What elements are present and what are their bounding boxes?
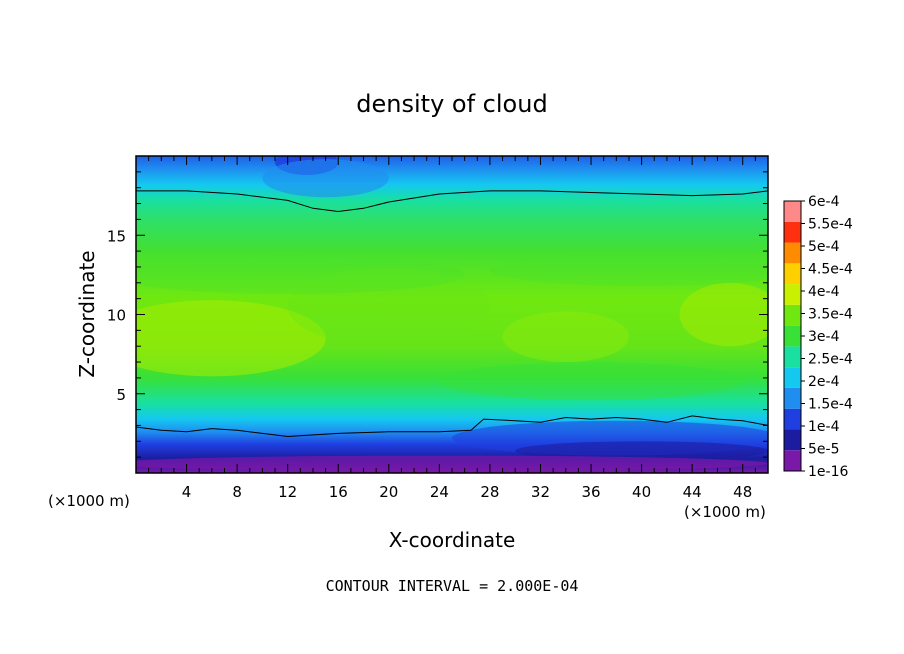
x-tick-label: 24 bbox=[430, 483, 449, 501]
colorbar-swatch bbox=[784, 263, 801, 285]
colorbar-label: 2e-4 bbox=[808, 374, 840, 390]
colorbar-label: 3.5e-4 bbox=[808, 307, 853, 323]
colorbar-swatch bbox=[784, 408, 801, 430]
colorbar-swatch bbox=[784, 284, 801, 305]
field-feature bbox=[136, 300, 326, 377]
field-feature bbox=[489, 254, 768, 286]
x-tick-label: 28 bbox=[480, 483, 499, 501]
y-axis-label: Z-coordinate bbox=[75, 250, 99, 377]
x-tick-label: 36 bbox=[581, 483, 600, 501]
colorbar-label: 1.5e-4 bbox=[808, 397, 853, 413]
colorbar-label: 1e-4 bbox=[808, 419, 840, 435]
x-unit-left: (×1000 m) bbox=[48, 492, 130, 510]
field-feature bbox=[287, 266, 490, 347]
field-feature bbox=[679, 282, 768, 347]
colorbar-label: 5.5e-4 bbox=[808, 217, 853, 233]
density-field-features bbox=[136, 156, 768, 472]
colorbar-swatch bbox=[784, 201, 801, 222]
colorbar-swatch bbox=[784, 346, 801, 368]
field-feature bbox=[502, 311, 629, 363]
colorbar-label: 5e-4 bbox=[808, 239, 840, 255]
x-tick-label: 48 bbox=[733, 483, 752, 501]
field-feature bbox=[262, 159, 389, 198]
contour-lines bbox=[136, 190, 768, 438]
colorbar-swatch bbox=[784, 387, 801, 409]
x-axis-label: X-coordinate bbox=[389, 528, 516, 552]
colorbar-label: 4.5e-4 bbox=[808, 262, 853, 278]
colorbar-label: 6e-4 bbox=[808, 194, 840, 210]
y-tick-label: 10 bbox=[107, 307, 126, 325]
colorbar-swatch bbox=[784, 242, 801, 264]
x-tick-label: 8 bbox=[232, 483, 242, 501]
plot-area bbox=[136, 156, 768, 473]
field-feature bbox=[136, 455, 768, 472]
colorbar: 1e-16 5e-5 1e-4 1.5e-4 2e-4 2.5e-4 3e-4 3.5e-4 4… bbox=[783, 194, 853, 480]
x-tick-label: 12 bbox=[278, 483, 297, 501]
y-tick-label: 15 bbox=[107, 227, 126, 245]
colorbar-label: 5e-5 bbox=[808, 442, 839, 458]
field-feature bbox=[439, 362, 743, 401]
contour-interval-note: CONTOUR INTERVAL = 2.000E-04 bbox=[326, 577, 579, 595]
x-axis-ticks: 4 8 12 16 20 24 28 32 36 40 44 48 bbox=[148, 156, 756, 501]
x-tick-label: 44 bbox=[683, 483, 702, 501]
field-feature bbox=[136, 255, 465, 294]
colorbar-swatch bbox=[784, 325, 801, 347]
x-tick-label: 4 bbox=[182, 483, 192, 501]
colorbar-label: 2.5e-4 bbox=[808, 352, 853, 368]
colorbar-swatch bbox=[784, 304, 801, 326]
x-tick-label: 20 bbox=[379, 483, 398, 501]
chart-title: density of cloud bbox=[356, 90, 547, 118]
colorbar-swatch bbox=[784, 450, 801, 471]
x-unit-right: (×1000 m) bbox=[684, 503, 766, 521]
colorbar-swatch bbox=[784, 221, 801, 243]
x-tick-label: 40 bbox=[632, 483, 651, 501]
x-tick-label: 32 bbox=[531, 483, 550, 501]
y-tick-label: 5 bbox=[116, 386, 126, 404]
colorbar-label: 3e-4 bbox=[808, 329, 840, 345]
field-feature bbox=[515, 441, 768, 461]
colorbar-label: 1e-16 bbox=[808, 464, 848, 480]
colorbar-swatch bbox=[784, 367, 801, 388]
contour-line bbox=[136, 415, 768, 438]
y-axis-ticks: 5 10 15 bbox=[107, 171, 768, 458]
colorbar-swatch bbox=[784, 429, 801, 451]
colorbar-label: 4e-4 bbox=[808, 284, 840, 300]
x-tick-label: 16 bbox=[329, 483, 348, 501]
contour-line bbox=[136, 190, 768, 213]
